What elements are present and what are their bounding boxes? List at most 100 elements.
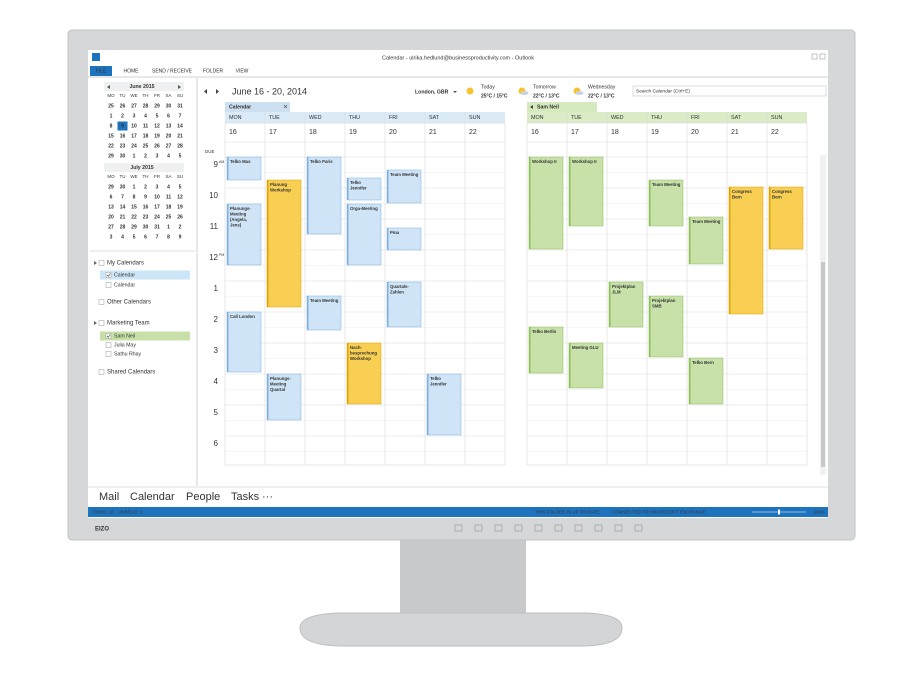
item-checkbox[interactable] <box>105 272 112 278</box>
search-box[interactable] <box>632 85 827 97</box>
mini-day[interactable]: 21 <box>120 214 126 220</box>
mini-day[interactable]: 26 <box>177 214 183 220</box>
mini-nav-arrow[interactable] <box>178 85 181 89</box>
mini-day[interactable]: 4 <box>121 234 124 240</box>
item-checkbox[interactable] <box>105 282 112 288</box>
nav-item[interactable]: ··· <box>262 491 273 503</box>
mini-day[interactable]: 29 <box>108 184 114 190</box>
week-prev[interactable] <box>204 89 207 94</box>
mini-day[interactable]: 6 <box>144 234 147 240</box>
week-next[interactable] <box>216 89 219 94</box>
event-title[interactable]: Telko Bern <box>692 360 714 365</box>
group-checkbox[interactable] <box>98 320 105 326</box>
event-title[interactable]: Projektplan JLM <box>612 284 636 295</box>
event-title[interactable]: Team Meeting <box>390 172 419 177</box>
mini-day[interactable]: 19 <box>154 133 160 139</box>
monitor-button[interactable] <box>574 524 583 532</box>
day-date[interactable]: 22 <box>469 129 477 136</box>
group-expander[interactable] <box>94 261 97 265</box>
mini-day[interactable]: 20 <box>108 214 114 220</box>
mini-day[interactable]: 9 <box>144 194 147 200</box>
mini-day[interactable]: 7 <box>156 234 159 240</box>
mini-nav-arrow[interactable] <box>107 85 110 89</box>
ribbon-tab[interactable]: SEND / RECEIVE <box>152 68 193 74</box>
event[interactable] <box>568 342 604 389</box>
mini-day[interactable]: 29 <box>154 103 160 109</box>
calendar-tab[interactable] <box>527 102 597 112</box>
calendar-item[interactable]: Calendar <box>114 272 135 278</box>
event[interactable] <box>688 357 724 405</box>
mini-day[interactable]: 7 <box>179 113 182 119</box>
mini-day[interactable]: 24 <box>154 214 160 220</box>
day-date[interactable]: 19 <box>349 129 357 136</box>
nav-item[interactable]: Tasks <box>231 491 260 503</box>
event-title[interactable]: Team Meeting <box>310 298 339 303</box>
event-title[interactable]: Planungs-Meeting Quartal <box>270 376 291 392</box>
event[interactable] <box>386 169 422 204</box>
nav-item[interactable]: People <box>186 491 220 503</box>
event-title[interactable]: Meeting GLU <box>572 345 599 350</box>
mini-day[interactable]: 31 <box>154 224 160 230</box>
mini-day[interactable]: 23 <box>120 143 126 149</box>
event-title[interactable]: Workshop II <box>572 159 597 164</box>
mini-day[interactable]: 23 <box>143 214 149 220</box>
mini-day[interactable]: 3 <box>133 113 136 119</box>
day-date[interactable]: 19 <box>651 129 659 136</box>
mini-day[interactable]: 3 <box>110 234 113 240</box>
mini-day[interactable]: 19 <box>177 204 183 210</box>
day-date[interactable]: 21 <box>731 129 739 136</box>
location[interactable]: London, GBR <box>415 89 449 95</box>
mini-day[interactable]: 2 <box>121 113 124 119</box>
mini-day[interactable]: 25 <box>108 103 114 109</box>
mini-day[interactable]: 7 <box>121 194 124 200</box>
mini-day[interactable]: 8 <box>133 194 136 200</box>
mini-day[interactable]: 3 <box>156 153 159 159</box>
mini-day[interactable]: 6 <box>110 194 113 200</box>
mini-day[interactable]: 18 <box>166 204 172 210</box>
window-control[interactable] <box>819 53 826 60</box>
event[interactable] <box>226 203 262 266</box>
event-title[interactable]: Planungs-Meeting (Angela, Jens) <box>230 206 251 228</box>
day-date[interactable]: 18 <box>309 129 317 136</box>
day-date[interactable]: 20 <box>389 129 397 136</box>
mini-day[interactable]: 25 <box>166 214 172 220</box>
event[interactable] <box>386 281 422 328</box>
event-title[interactable]: Pma <box>390 230 400 235</box>
group-checkbox[interactable] <box>98 369 105 375</box>
mini-day[interactable]: 5 <box>156 113 159 119</box>
day-date[interactable]: 17 <box>571 129 579 136</box>
event-title[interactable]: Quartals-Zahlen <box>390 284 409 295</box>
tab-close[interactable] <box>283 104 288 109</box>
item-checkbox[interactable] <box>105 351 112 357</box>
mini-day[interactable]: 5 <box>179 184 182 190</box>
mini-day[interactable]: 11 <box>143 123 149 129</box>
event[interactable] <box>266 179 302 308</box>
event-title[interactable]: Congress Bern <box>732 189 752 200</box>
mini-day[interactable]: 10 <box>131 123 137 129</box>
event-title[interactable]: Nach-besprechung Workshop <box>350 345 377 361</box>
item-checkbox[interactable] <box>105 342 112 348</box>
mini-day[interactable]: 4 <box>167 153 170 159</box>
event[interactable] <box>528 326 564 374</box>
mini-day[interactable]: 1 <box>110 113 113 119</box>
event-title[interactable]: Planung Workshop <box>270 182 291 193</box>
mini-day[interactable]: 2 <box>144 184 147 190</box>
overlay-arrow[interactable] <box>530 105 533 109</box>
event-title[interactable]: Telko Paris <box>310 159 333 164</box>
mini-day[interactable]: 30 <box>166 103 172 109</box>
mini-day[interactable]: 28 <box>143 103 149 109</box>
group-checkbox[interactable] <box>98 299 105 305</box>
folder-group[interactable]: My Calendars <box>107 261 144 267</box>
zoom-thumb[interactable] <box>778 509 780 515</box>
mini-day[interactable]: 12 <box>154 123 160 129</box>
event[interactable] <box>306 156 342 235</box>
mini-day[interactable]: 30 <box>120 184 126 190</box>
event[interactable] <box>306 295 342 331</box>
event-title[interactable]: Call London <box>230 314 255 319</box>
monitor-button[interactable] <box>614 524 623 532</box>
event-title[interactable]: Team Meeting <box>652 182 681 187</box>
day-date[interactable]: 22 <box>771 129 779 136</box>
folder-group[interactable]: Other Calendars <box>107 300 151 306</box>
ribbon-tab[interactable]: VIEW <box>236 68 249 74</box>
mini-day[interactable]: 6 <box>167 113 170 119</box>
